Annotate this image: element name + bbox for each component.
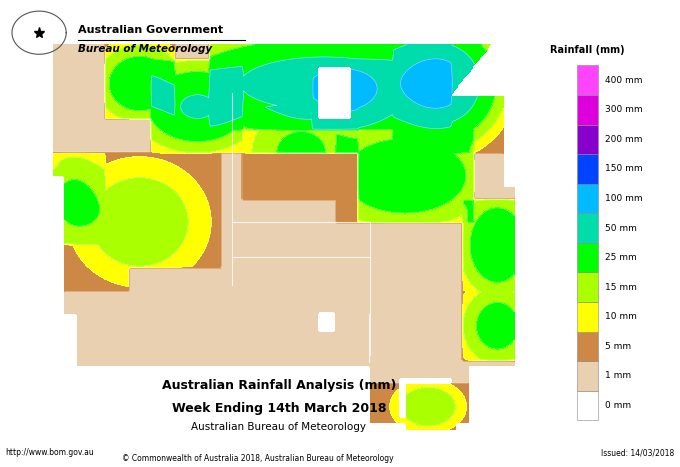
Text: 400 mm: 400 mm: [605, 76, 643, 85]
Text: © Commonwealth of Australia 2018, Australian Bureau of Meteorology: © Commonwealth of Australia 2018, Austra…: [122, 453, 394, 462]
Text: 5 mm: 5 mm: [605, 342, 631, 351]
FancyBboxPatch shape: [577, 154, 598, 184]
Text: Issued: 14/03/2018: Issued: 14/03/2018: [601, 448, 675, 457]
Text: 150 mm: 150 mm: [605, 164, 643, 173]
FancyBboxPatch shape: [577, 332, 598, 361]
FancyBboxPatch shape: [577, 272, 598, 302]
Text: 10 mm: 10 mm: [605, 312, 636, 321]
Text: 100 mm: 100 mm: [605, 194, 643, 203]
FancyBboxPatch shape: [577, 243, 598, 272]
Text: 200 mm: 200 mm: [605, 135, 643, 144]
FancyBboxPatch shape: [577, 95, 598, 125]
Text: 50 mm: 50 mm: [605, 224, 636, 233]
Text: Australian Bureau of Meteorology: Australian Bureau of Meteorology: [191, 422, 367, 432]
Text: Bureau of Meteorology: Bureau of Meteorology: [78, 44, 212, 54]
FancyBboxPatch shape: [577, 125, 598, 154]
FancyBboxPatch shape: [577, 391, 598, 420]
Text: Week Ending 14th March 2018: Week Ending 14th March 2018: [171, 402, 386, 415]
FancyBboxPatch shape: [577, 213, 598, 243]
FancyBboxPatch shape: [577, 184, 598, 213]
FancyBboxPatch shape: [577, 302, 598, 332]
Text: 1 mm: 1 mm: [605, 371, 631, 381]
Text: 300 mm: 300 mm: [605, 105, 643, 114]
FancyBboxPatch shape: [577, 65, 598, 95]
Text: 25 mm: 25 mm: [605, 253, 636, 262]
Text: Australian Rainfall Analysis (mm): Australian Rainfall Analysis (mm): [162, 379, 396, 392]
FancyBboxPatch shape: [577, 361, 598, 391]
Text: 0 mm: 0 mm: [605, 401, 631, 410]
Text: Australian Government: Australian Government: [78, 25, 223, 35]
Text: http://www.bom.gov.au: http://www.bom.gov.au: [5, 448, 95, 457]
Text: 15 mm: 15 mm: [605, 283, 636, 292]
Text: Rainfall (mm): Rainfall (mm): [550, 45, 625, 55]
